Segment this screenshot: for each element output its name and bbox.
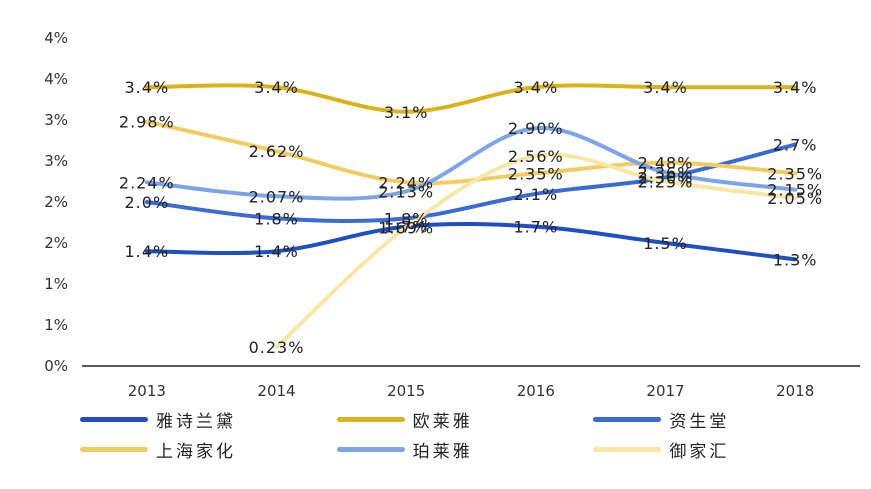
- legend-item: 御家汇: [593, 438, 850, 462]
- legend-item: 资生堂: [593, 408, 850, 432]
- legend-item: 雅诗兰黛: [80, 408, 337, 432]
- data-label: 2.05%: [767, 189, 823, 208]
- data-label: 1.5%: [643, 234, 688, 253]
- data-label: 2.24%: [378, 173, 434, 192]
- legend-item: 欧莱雅: [336, 408, 594, 432]
- y-tick-label: 1%: [44, 275, 68, 293]
- legend-swatch: [593, 446, 662, 452]
- legend: 雅诗兰黛 欧莱雅 资生堂上海家化 珀莱雅 御家汇: [80, 408, 850, 462]
- data-label: 1.8%: [384, 209, 429, 228]
- y-tick-label: 4%: [44, 29, 68, 47]
- data-label: 2.25%: [638, 173, 694, 192]
- data-label: 2.56%: [508, 147, 564, 166]
- x-tick-label: 2013: [128, 382, 166, 400]
- legend-swatch: [336, 416, 405, 422]
- series-line: [144, 83, 798, 114]
- legend-label: 珀莱雅: [412, 441, 473, 462]
- legend-label: 资生堂: [669, 411, 730, 432]
- data-label: 2.35%: [767, 164, 823, 183]
- x-tick-label: 2014: [257, 382, 295, 400]
- data-label: 3.4%: [254, 78, 299, 97]
- data-label: 2.36%: [638, 163, 694, 182]
- data-label: 1.69%: [378, 218, 434, 237]
- data-label: 1.8%: [254, 209, 299, 228]
- x-axis: 2013 2014 2015 2016 2017 2018: [128, 382, 815, 400]
- data-label: 2.90%: [508, 119, 564, 138]
- legend-swatch: [80, 446, 148, 452]
- series-line: [144, 119, 798, 186]
- data-label: 2.7%: [773, 136, 818, 155]
- y-tick-label: 2%: [44, 193, 68, 211]
- data-label: 2.15%: [767, 181, 823, 200]
- legend-label: 御家汇: [669, 441, 730, 462]
- x-tick-label: 2016: [517, 382, 555, 400]
- data-label: 2.35%: [508, 164, 564, 183]
- data-label: 3.4%: [514, 78, 559, 97]
- legend-item: 上海家化: [80, 438, 337, 462]
- series-line: [144, 222, 798, 262]
- data-label: 3.4%: [773, 78, 818, 97]
- data-label: 0.23%: [249, 338, 305, 357]
- data-label: 2.62%: [249, 142, 305, 161]
- data-label: 2.48%: [638, 154, 694, 173]
- data-label: 2.0%: [125, 193, 170, 212]
- y-tick-label: 4%: [44, 70, 68, 88]
- data-label: 2.13%: [378, 182, 434, 201]
- x-tick-label: 2017: [646, 382, 684, 400]
- y-tick-label: 3%: [44, 111, 68, 129]
- series-line: [274, 152, 798, 350]
- data-label: 2.24%: [119, 173, 175, 192]
- legend-swatch: [336, 446, 405, 452]
- x-tick-label: 2015: [387, 382, 425, 400]
- data-labels: 1.4% 1.4% 1.7% 1.7% 1.5% 1.3% 3.4% 3.4% 3.1% 3.4%…: [119, 78, 823, 357]
- legend-label: 上海家化: [156, 441, 236, 462]
- data-label: 1.4%: [254, 242, 299, 261]
- data-label: 2.30%: [638, 168, 694, 187]
- series-lines: [144, 83, 798, 350]
- y-tick-label: 0%: [44, 357, 68, 375]
- data-label: 3.4%: [125, 78, 170, 97]
- legend-swatch: [80, 416, 148, 422]
- data-label: 2.1%: [514, 185, 559, 204]
- y-tick-label: 1%: [44, 316, 68, 334]
- data-label: 1.4%: [125, 242, 170, 261]
- y-tick-label: 2%: [44, 234, 68, 252]
- legend-label: 雅诗兰黛: [156, 411, 236, 432]
- data-label: 2.98%: [119, 113, 175, 132]
- legend-label: 欧莱雅: [412, 411, 473, 432]
- legend-item: 珀莱雅: [336, 438, 594, 462]
- x-tick-label: 2018: [776, 382, 814, 400]
- data-label: 1.3%: [773, 250, 818, 269]
- y-tick-label: 3%: [44, 152, 68, 170]
- line-chart: 0%1%1%2%2%3%3%4%4% 2013 2014 2015 2016 2017 2…: [44, 29, 860, 400]
- data-label: 3.1%: [384, 103, 429, 122]
- series-line: [144, 126, 798, 201]
- legend-swatch: [593, 416, 662, 422]
- y-axis: 0% 1% 1% 2% 2% 3% 3% 4% 4%: [44, 29, 68, 375]
- data-label: 1.7%: [384, 218, 429, 237]
- data-label: 2.07%: [249, 187, 305, 206]
- data-label: 3.4%: [643, 78, 688, 97]
- data-label: 1.7%: [514, 218, 559, 237]
